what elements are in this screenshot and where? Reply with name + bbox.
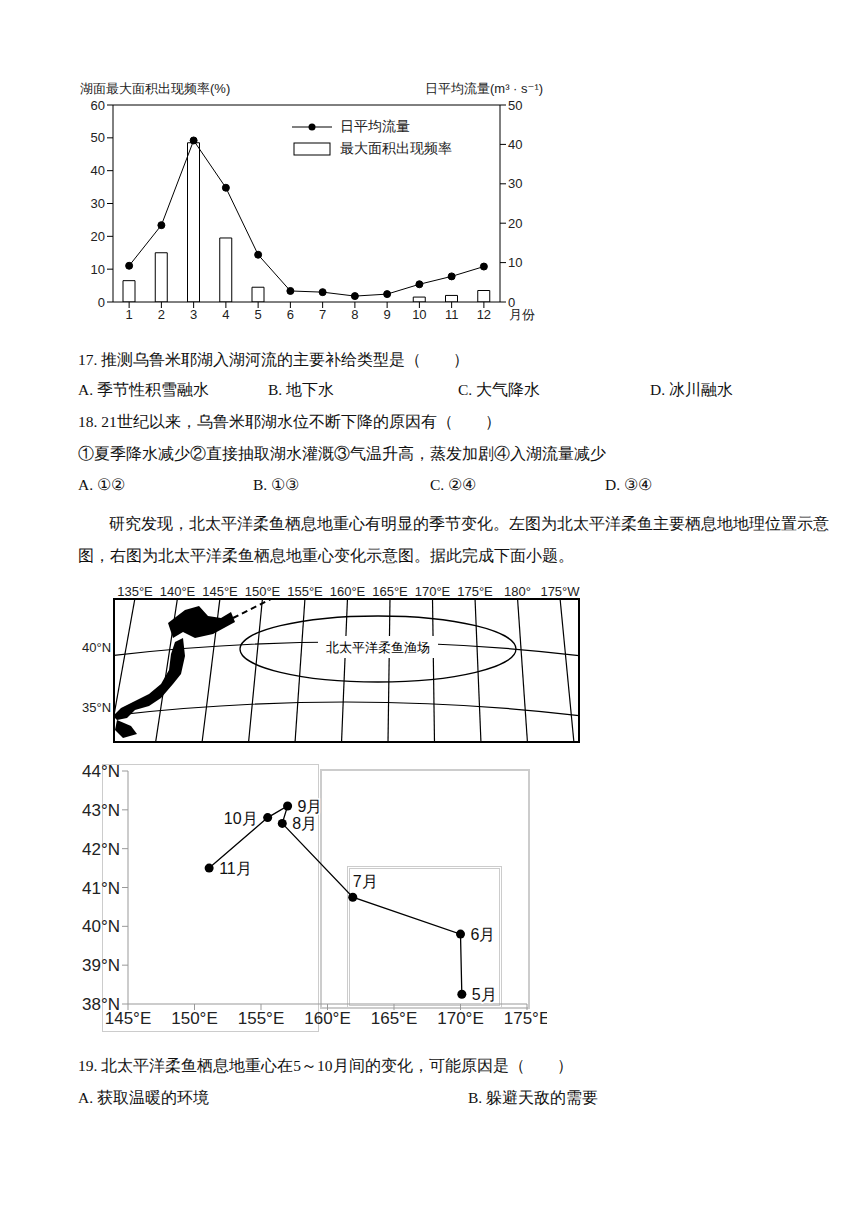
svg-text:41°N: 41°N bbox=[82, 879, 120, 898]
html-text:18. 21世纪以来，乌鲁米耶湖水位不断下降的原因有（ ）: 18. 21世纪以来，乌鲁米耶湖水位不断下降的原因有（ ） bbox=[78, 413, 501, 430]
svg-text:0: 0 bbox=[98, 295, 105, 310]
html-text:日平均流量(m³ · s⁻¹): 日平均流量(m³ · s⁻¹) bbox=[425, 81, 544, 96]
html-text:最大面积出现频率: 最大面积出现频率 bbox=[340, 140, 452, 156]
svg-text:7: 7 bbox=[319, 307, 326, 322]
svg-text:1: 1 bbox=[126, 307, 133, 322]
html-text:月份: 月份 bbox=[509, 307, 535, 322]
svg-text:175°E: 175°E bbox=[457, 584, 493, 599]
svg-text:150°E: 150°E bbox=[171, 1009, 218, 1028]
svg-text:180°: 180° bbox=[504, 584, 531, 599]
svg-text:165°E: 165°E bbox=[371, 1009, 418, 1028]
svg-text:135°E: 135°E bbox=[117, 584, 153, 599]
svg-text:170°E: 170°E bbox=[415, 584, 451, 599]
svg-text:9: 9 bbox=[384, 307, 391, 322]
svg-text:155°E: 155°E bbox=[238, 1009, 285, 1028]
svg-text:10: 10 bbox=[508, 255, 522, 270]
html-text:B. 地下水: B. 地下水 bbox=[268, 381, 335, 398]
svg-text:50: 50 bbox=[508, 98, 522, 113]
svg-text:10: 10 bbox=[91, 262, 105, 277]
svg-text:175°E: 175°E bbox=[504, 1009, 547, 1028]
html-text:D. 冰川融水: D. 冰川融水 bbox=[650, 381, 733, 398]
svg-text:8: 8 bbox=[351, 307, 358, 322]
svg-text:150°E: 150°E bbox=[245, 584, 281, 599]
svg-text:3: 3 bbox=[190, 307, 197, 322]
svg-text:10: 10 bbox=[412, 307, 426, 322]
svg-text:5: 5 bbox=[255, 307, 262, 322]
svg-text:30: 30 bbox=[91, 196, 105, 211]
svg-text:44°N: 44°N bbox=[82, 762, 120, 781]
svg-text:160°E: 160°E bbox=[330, 584, 366, 599]
svg-text:175°W: 175°W bbox=[540, 584, 580, 599]
html-text:17. 推测乌鲁米耶湖入湖河流的主要补给类型是（ ）: 17. 推测乌鲁米耶湖入湖河流的主要补给类型是（ ） bbox=[78, 351, 470, 368]
svg-text:5月: 5月 bbox=[472, 986, 497, 1003]
svg-text:4: 4 bbox=[222, 307, 229, 322]
svg-text:20: 20 bbox=[508, 216, 522, 231]
svg-text:10月: 10月 bbox=[224, 810, 258, 827]
html-text:19. 北太平洋柔鱼栖息地重心在5～10月间的变化，可能原因: 19. 北太平洋柔鱼栖息地重心在5～10月间的变化，可能原因是（ ） bbox=[78, 1057, 573, 1074]
html-text:日平均流量: 日平均流量 bbox=[340, 118, 410, 134]
svg-text:6: 6 bbox=[287, 307, 294, 322]
html-text:①夏季降水减少②直接抽取湖水灌溉③气温升高，蒸发加剧④入湖流: ①夏季降水减少②直接抽取湖水灌溉③气温升高，蒸发加剧④入湖流量减少 bbox=[78, 445, 606, 462]
svg-text:160°E: 160°E bbox=[304, 1009, 351, 1028]
svg-text:145°E: 145°E bbox=[104, 1009, 152, 1029]
svg-text:2: 2 bbox=[158, 307, 165, 322]
svg-text:12: 12 bbox=[477, 307, 491, 322]
svg-text:7月: 7月 bbox=[353, 873, 378, 890]
svg-text:9月: 9月 bbox=[298, 798, 323, 815]
svg-text:6月: 6月 bbox=[471, 926, 496, 943]
html-text:D. ③④: D. ③④ bbox=[605, 476, 652, 493]
svg-text:155°E: 155°E bbox=[287, 584, 323, 599]
svg-text:165°E: 165°E bbox=[372, 584, 408, 599]
html-text:湖面最大面积出现频率(%): 湖面最大面积出现频率(%) bbox=[80, 81, 231, 96]
svg-text:北太平洋柔鱼渔场: 北太平洋柔鱼渔场 bbox=[326, 640, 430, 655]
svg-text:40: 40 bbox=[508, 137, 522, 152]
svg-text:11月: 11月 bbox=[219, 860, 252, 877]
html-text:B. ①③: B. ①③ bbox=[253, 476, 300, 493]
html-text:35°N: 35°N bbox=[82, 700, 111, 715]
svg-text:140°E: 140°E bbox=[160, 584, 196, 599]
svg-text:0: 0 bbox=[508, 294, 516, 310]
html-text:A. 季节性积雪融水: A. 季节性积雪融水 bbox=[78, 381, 209, 398]
html-text:C. 大气降水: C. 大气降水 bbox=[458, 381, 541, 398]
svg-text:43°N: 43°N bbox=[82, 801, 120, 820]
svg-text:145°E: 145°E bbox=[202, 584, 238, 599]
svg-text:170°E: 170°E bbox=[437, 1009, 484, 1028]
svg-text:39°N: 39°N bbox=[82, 956, 120, 975]
svg-text:38°N: 38°N bbox=[82, 995, 120, 1014]
html-text:B. 躲避天敌的需要: B. 躲避天敌的需要 bbox=[468, 1089, 599, 1106]
html-text:A. ①②: A. ①② bbox=[78, 476, 125, 493]
svg-text:20: 20 bbox=[91, 229, 105, 244]
svg-text:50: 50 bbox=[91, 130, 105, 145]
html-text:A. 获取温暖的环境: A. 获取温暖的环境 bbox=[78, 1089, 209, 1106]
svg-text:42°N: 42°N bbox=[82, 840, 120, 859]
html-text:研究发现，北太平洋柔鱼栖息地重心有明显的季节变化。左图为北太: 研究发现，北太平洋柔鱼栖息地重心有明显的季节变化。左图为北太平洋柔鱼主要栖息地地… bbox=[78, 515, 829, 564]
svg-text:11: 11 bbox=[445, 307, 459, 322]
svg-text:40: 40 bbox=[91, 163, 105, 178]
html-text:C. ②④: C. ②④ bbox=[430, 476, 477, 493]
svg-text:40°N: 40°N bbox=[82, 917, 120, 936]
svg-text:60: 60 bbox=[91, 98, 105, 113]
html-text:40°N: 40°N bbox=[82, 640, 111, 655]
svg-text:30: 30 bbox=[508, 176, 522, 191]
svg-text:8月: 8月 bbox=[292, 815, 317, 832]
